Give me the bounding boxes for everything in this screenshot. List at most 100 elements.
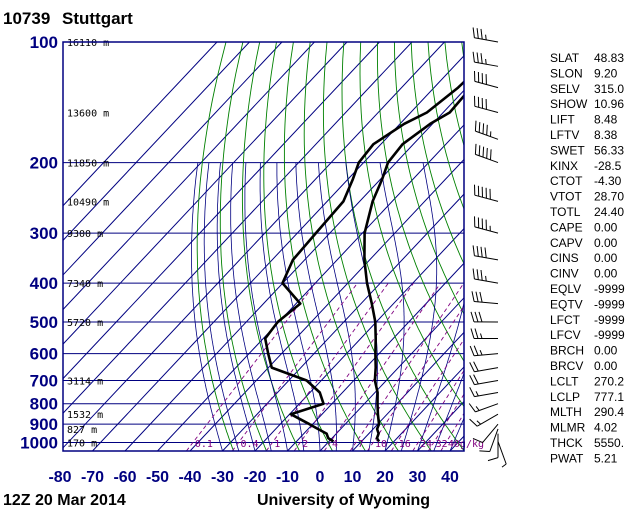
mixing-ratio-label: 0.4: [241, 439, 259, 450]
height-label: 3114 m: [67, 377, 103, 388]
temperature-tick-label: -60: [113, 469, 136, 486]
index-name: LCLP: [550, 390, 580, 404]
mixing-ratio-label: 1: [274, 439, 280, 450]
index-name: CAPE: [550, 220, 583, 234]
index-name: SLAT: [550, 51, 580, 65]
index-value: 0.00: [594, 251, 618, 265]
mixing-ratio-line: [186, 282, 316, 451]
wind-barb-half-flag: [501, 463, 507, 468]
wind-barb-flag: [480, 269, 483, 281]
wind-barb-half-flag: [475, 391, 479, 397]
index-value: 0.00: [594, 267, 618, 281]
mixing-ratio-labels: 0.1 0.4 1 2 4 7 10 16 24 32 40g/kg: [195, 439, 484, 450]
height-label: 13600 m: [67, 109, 109, 120]
temperature-axis-labels: -80 -70 -60 -50 -40 -30 -20 -10 0 10 20 30 40: [48, 469, 459, 486]
dry-adiabat-lines: [196, 42, 464, 451]
temperature-tick-label: -80: [48, 469, 71, 486]
mixing-ratio-line: [412, 369, 464, 451]
moist-adiabat: [230, 162, 272, 451]
dry-adiabat: [241, 42, 300, 451]
mixing-ratio-line: [428, 393, 464, 451]
wind-barb-flag: [480, 246, 483, 258]
mixing-ratio-line: [440, 412, 464, 451]
isotherm-line: [157, 124, 464, 451]
index-value: 315.0: [594, 82, 624, 96]
moist-adiabat: [191, 162, 223, 451]
index-name: EQLV: [550, 282, 581, 296]
height-label: 16110 m: [67, 38, 109, 49]
index-name: BRCH: [550, 344, 584, 358]
dewpoint-profile: [263, 80, 464, 443]
moist-adiabat: [203, 162, 240, 451]
wind-barb-flag: [473, 361, 479, 372]
moist-adiabat: [295, 162, 337, 451]
index-value: 8.38: [594, 128, 618, 142]
index-name: LFTV: [550, 128, 579, 142]
moist-adiabat: [449, 417, 464, 451]
isotherm-line: [352, 331, 464, 451]
wind-barb-flag: [490, 149, 492, 160]
wind-barb-flag: [478, 311, 483, 323]
wind-barb-flag: [479, 291, 483, 303]
stability-indices: SLAT 48.83 SLON 9.20 SELV 315.0 SHOW 10.96 LIFT 8…: [550, 51, 625, 465]
pressure-tick-label: 500: [30, 313, 58, 332]
isobar-lines: [63, 42, 464, 444]
wind-barb-half-flag: [485, 275, 487, 282]
index-name: SWET: [550, 143, 585, 157]
wind-barb-flag: [468, 403, 476, 413]
wind-barb-flag: [472, 51, 475, 63]
isotherm-line: [63, 42, 283, 276]
index-name: MLMR: [550, 421, 586, 435]
index-name: SHOW: [550, 97, 588, 111]
mixing-ratio-label: 24: [420, 439, 432, 450]
index-name: CINS: [550, 251, 579, 265]
wind-barb-half-flag: [485, 58, 487, 65]
index-value: -9999: [594, 313, 625, 327]
mixing-ratio-label: 10: [375, 439, 387, 450]
wind-barb-half-flag: [485, 34, 487, 40]
pressure-tick-label: 800: [30, 395, 58, 414]
mixing-ratio-line: [367, 305, 464, 451]
mixing-ratio-line: [293, 282, 414, 451]
index-name: MLTH: [550, 405, 582, 419]
mixing-ratio-label: 4: [332, 439, 338, 450]
isotherm-line: [63, 42, 315, 311]
wind-barb-flag: [487, 457, 499, 462]
moist-adiabat: [259, 162, 305, 451]
isotherm-line: [92, 55, 464, 451]
dry-adiabat: [359, 42, 464, 408]
isotherm-line: [319, 297, 464, 451]
wind-barb-flag: [470, 328, 475, 339]
mixing-ratio-line: [265, 282, 389, 451]
temperature-tick-label: 40: [441, 469, 459, 486]
temperature-tick-label: -50: [146, 469, 169, 486]
wind-barb-flag: [480, 53, 483, 64]
temperature-tick-label: -30: [211, 469, 234, 486]
index-name: SELV: [550, 82, 580, 96]
wind-barb-flag: [475, 291, 479, 303]
wind-barb-flag: [474, 311, 479, 323]
index-value: 4.02: [594, 421, 618, 435]
dry-adiabat: [341, 42, 464, 451]
temperature-tick-label: -40: [178, 469, 201, 486]
index-value: 290.4: [594, 405, 624, 419]
sounding-profiles: [263, 80, 464, 443]
isotherm-line: [63, 42, 250, 242]
isotherm-line: [124, 89, 464, 451]
height-label: 10490 m: [67, 197, 109, 208]
source-label: University of Wyoming: [257, 492, 430, 509]
index-name: PWAT: [550, 451, 584, 465]
dry-adiabat: [196, 42, 235, 451]
height-label: 9300 m: [67, 229, 103, 240]
wind-barb-half-flag: [475, 406, 480, 411]
index-value: 10.96: [594, 97, 624, 111]
index-value: -9999: [594, 282, 625, 296]
height-label: 827 m: [67, 425, 97, 436]
mixing-ratio-label: 2: [302, 439, 308, 450]
wind-barb-half-flag: [479, 350, 483, 356]
index-value: -4.30: [594, 174, 622, 188]
moist-adiabat: [417, 301, 464, 451]
wind-barb-flag: [474, 328, 479, 339]
wind-barb-flag: [482, 123, 485, 134]
